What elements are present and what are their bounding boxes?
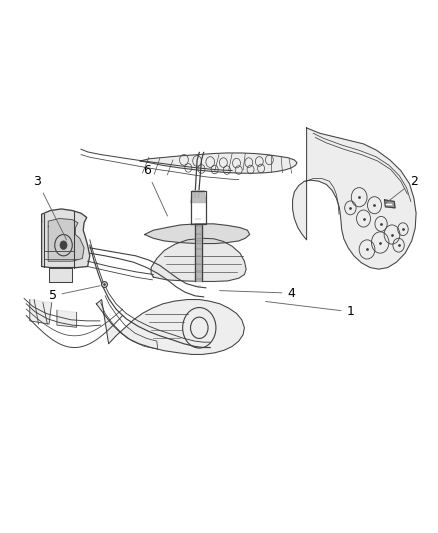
Text: 2: 2: [385, 175, 418, 204]
Polygon shape: [30, 300, 52, 324]
Polygon shape: [49, 268, 72, 282]
Polygon shape: [96, 300, 244, 354]
Polygon shape: [191, 191, 206, 203]
Polygon shape: [385, 200, 395, 208]
Text: 4: 4: [219, 287, 295, 300]
Polygon shape: [145, 224, 250, 244]
Polygon shape: [140, 153, 297, 173]
Polygon shape: [57, 310, 77, 327]
Text: 1: 1: [265, 302, 354, 318]
Polygon shape: [42, 209, 90, 268]
Text: 6: 6: [143, 164, 167, 216]
Circle shape: [60, 241, 67, 249]
Polygon shape: [293, 128, 416, 269]
Text: 5: 5: [49, 286, 100, 302]
Polygon shape: [151, 238, 246, 281]
Text: 3: 3: [33, 175, 67, 240]
Polygon shape: [195, 224, 201, 281]
Polygon shape: [48, 219, 84, 261]
